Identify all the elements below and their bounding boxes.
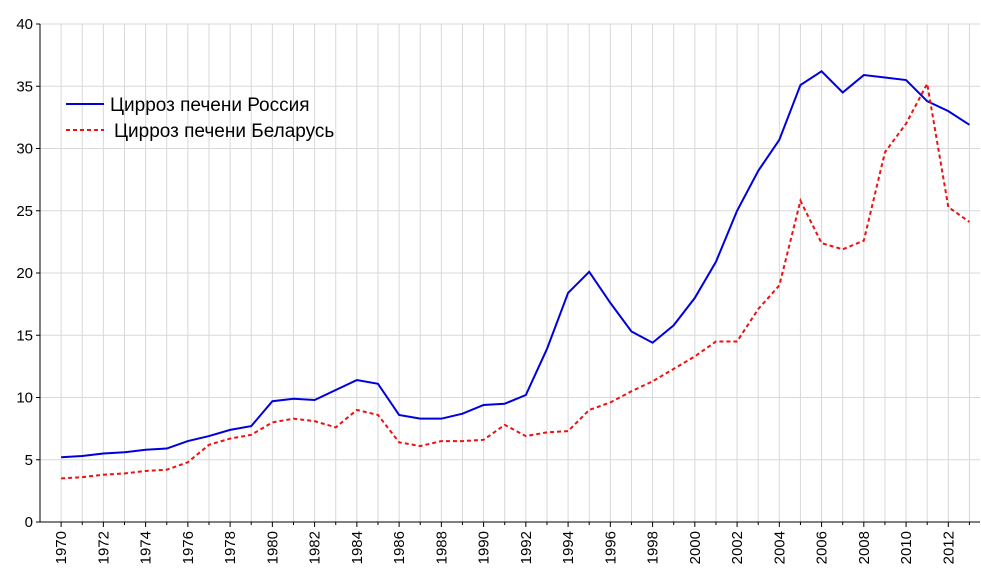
- y-tick-label: 15: [16, 327, 33, 344]
- x-tick-label: 2008: [856, 531, 873, 564]
- x-tick-label: 2002: [729, 531, 746, 564]
- x-tick-label: 1974: [138, 531, 155, 564]
- x-tick-label: 2000: [687, 531, 704, 564]
- x-tick-label: 1994: [560, 531, 577, 564]
- y-tick-label: 0: [25, 514, 33, 531]
- x-tick-label: 1988: [433, 531, 450, 564]
- x-tick-label: 2012: [940, 531, 957, 564]
- series-line: [61, 70, 970, 459]
- x-tick-label: 1972: [95, 531, 112, 564]
- x-tick-label: 1996: [602, 531, 619, 564]
- y-tick-label: 40: [16, 16, 33, 33]
- series-line: [61, 80, 971, 480]
- x-tick-label: 1990: [476, 531, 493, 564]
- legend-label: Цирроз печени Россия: [110, 95, 310, 116]
- x-tick-label: 1998: [645, 531, 662, 564]
- x-tick-label: 2004: [771, 531, 788, 564]
- y-tick-label: 35: [16, 78, 33, 95]
- x-tick-label: 1992: [518, 531, 535, 564]
- x-tick-label: 1970: [53, 531, 70, 564]
- x-tick-label: 1984: [349, 531, 366, 564]
- x-tick-label: 1978: [222, 531, 239, 564]
- x-tick-label: 1976: [180, 531, 197, 564]
- y-tick-label: 10: [16, 390, 33, 407]
- x-tick-label: 2010: [898, 531, 915, 564]
- x-tick-label: 1982: [307, 531, 324, 564]
- legend-label: Цирроз печени Беларусь: [114, 121, 334, 142]
- x-tick-label: 2006: [814, 531, 831, 564]
- y-tick-label: 25: [16, 203, 33, 220]
- x-tick-label: 1986: [391, 531, 408, 564]
- y-tick-label: 20: [16, 265, 33, 282]
- y-tick-label: 30: [16, 141, 33, 158]
- x-tick-label: 1980: [264, 531, 281, 564]
- y-tick-label: 5: [25, 452, 33, 469]
